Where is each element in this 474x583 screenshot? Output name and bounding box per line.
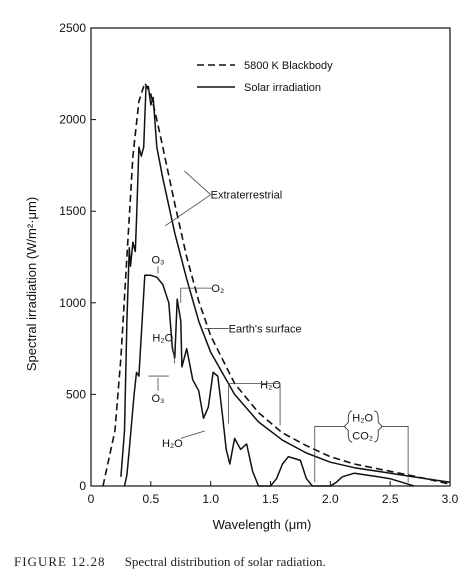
axis-ticks: 0 0.5 1.0 1.5 2.0 2.5 3.0 0 500 1000 1500 2000 2500 <box>59 21 458 506</box>
x-tick-label: 3.0 <box>442 492 459 506</box>
plot-frame <box>90 27 451 487</box>
x-axis-label: Wavelength (μm) <box>213 517 312 532</box>
plot-area <box>90 27 451 487</box>
annotation-leader <box>382 426 409 483</box>
annotation-leader <box>314 426 345 483</box>
y-tick-label: 1000 <box>59 296 86 310</box>
x-tick-label: 1.5 <box>262 492 279 506</box>
label-h2o-2: H₂O <box>260 379 281 391</box>
label-co2: CO₂ <box>352 431 373 443</box>
annotation-leader <box>180 430 205 439</box>
label-earths-surface: Earth's surface <box>229 323 302 335</box>
x-tick-label: 2.5 <box>382 492 399 506</box>
y-tick-label: 0 <box>79 479 86 493</box>
figure-caption: FIGURE 12.28 Spectral distribution of so… <box>14 554 326 570</box>
label-o2: O₂ <box>211 283 224 295</box>
legend-label: Solar irradiation <box>244 82 321 94</box>
x-tick-label: 0 <box>88 492 95 506</box>
y-tick-label: 500 <box>66 387 86 401</box>
label-o3-top: O₃ <box>151 255 164 267</box>
figure-label: FIGURE 12.28 <box>14 554 106 569</box>
bracket-left <box>343 410 353 443</box>
series-blackbody <box>102 82 451 487</box>
y-tick-label: 2000 <box>59 113 86 127</box>
label-h2o-4: H₂O <box>352 412 373 424</box>
x-tick-label: 2.0 <box>322 492 339 506</box>
annotation-leader <box>184 170 211 196</box>
series-extraterrestrial <box>120 85 451 484</box>
bracket-right <box>374 410 383 443</box>
legend-label: 5800 K Blackbody <box>244 60 333 72</box>
x-tick-label: 0.5 <box>142 492 159 506</box>
y-tick-label: 1500 <box>59 204 86 218</box>
series-layer <box>102 82 451 487</box>
series-earth-surface <box>123 274 415 487</box>
label-h2o-3: H₂O <box>162 438 183 450</box>
label-h2o-1: H₂O <box>152 333 173 345</box>
annotation-leader <box>171 343 176 364</box>
label-extraterrestrial: Extraterrestrial <box>211 190 283 202</box>
legend: 5800 K Blackbody Solar irradiation <box>197 60 333 94</box>
caption-text: Spectral distribution of solar radiation… <box>124 554 326 569</box>
y-axis-label: Spectral irradiation (W/m²·μm) <box>24 197 39 371</box>
x-tick-label: 1.0 <box>202 492 219 506</box>
annotations: Extraterrestrial O₃ O₂ H₂O Earth's surface H₂… <box>148 170 409 483</box>
annotation-leader <box>164 194 211 227</box>
y-tick-label: 2500 <box>59 21 86 35</box>
label-o3-bottom: O₃ <box>151 393 164 405</box>
